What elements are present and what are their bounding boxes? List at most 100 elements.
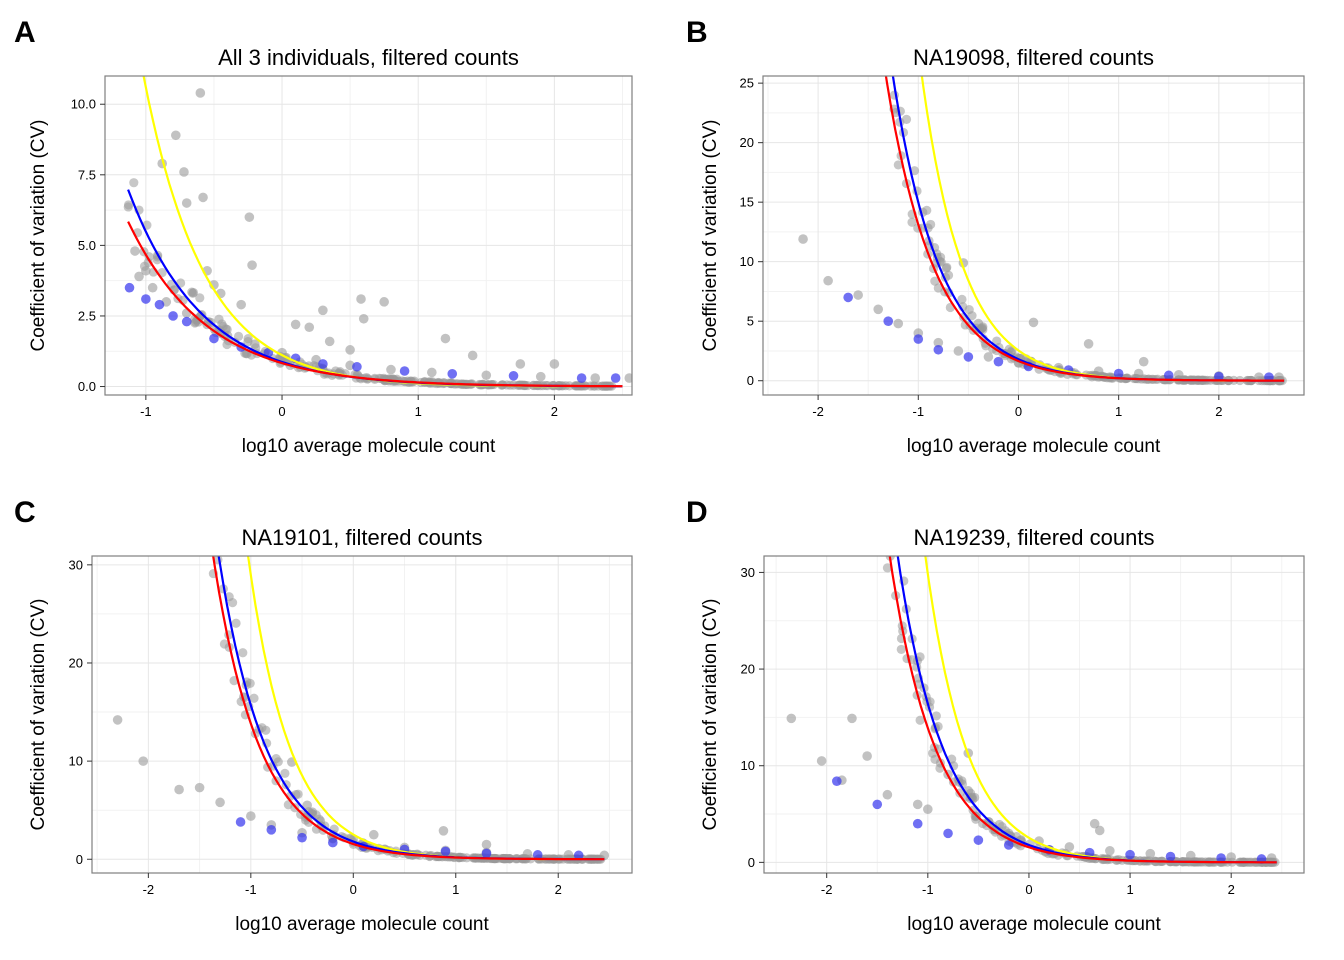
data-point (438, 825, 449, 836)
data-point (590, 373, 601, 383)
data-point (907, 217, 917, 227)
data-point-highlight (181, 316, 192, 327)
chart-panel-b: B NA19098, filtered counts -2 -1 0 1 2 0 5 10 15 20… (672, 0, 1344, 480)
data-point-highlight (266, 825, 277, 835)
data-layer (123, 76, 632, 391)
y-tick-label: 25 (740, 76, 754, 91)
chart-panel-c: C NA19101, filtered counts -2 -1 0 1 2 0 10 20 30 l… (0, 480, 672, 960)
y-tick-label: 0 (748, 855, 755, 870)
data-point (358, 313, 369, 324)
data-point (247, 260, 257, 270)
data-point (896, 644, 906, 655)
data-point (210, 480, 219, 484)
data-point (197, 499, 206, 508)
data-point (535, 371, 546, 382)
x-tick-label: 0 (278, 404, 285, 419)
y-tick-label: 20 (740, 135, 754, 150)
y-tick-label: 30 (741, 565, 755, 580)
data-point (882, 563, 893, 573)
data-point (368, 829, 379, 840)
data-point (467, 350, 478, 361)
x-axis-label: log10 average molecule count (907, 436, 1161, 457)
y-tick-label: 7.5 (78, 167, 96, 182)
data-point (345, 345, 355, 355)
x-tick-label: -1 (913, 404, 925, 419)
data-point (893, 160, 903, 170)
y-axis-label: Coefficient of variation (CV) (28, 599, 49, 831)
data-point-highlight (573, 850, 584, 861)
data-point (885, 60, 894, 69)
data-point (198, 192, 208, 203)
data-point (204, 529, 213, 538)
data-point (1094, 825, 1105, 836)
data-point (290, 319, 301, 330)
data-point (174, 784, 184, 795)
plot-area (763, 76, 1304, 395)
data-point (1133, 368, 1144, 379)
data-point-highlight (1113, 368, 1124, 379)
plot-border (763, 555, 1305, 874)
data-point (1083, 339, 1094, 349)
data-point (141, 265, 151, 276)
data-point (888, 521, 897, 530)
grid (92, 556, 632, 873)
data-point-highlight (154, 299, 165, 310)
data-point (214, 314, 224, 324)
chart-panel-a: A All 3 individuals, filtered counts -1 0 1 2… (0, 0, 672, 480)
data-point (1105, 845, 1115, 856)
data-point-highlight (508, 371, 519, 381)
y-tick-label: 15 (740, 195, 754, 210)
data-point (195, 293, 205, 303)
data-point (877, 58, 886, 67)
data-point (1064, 842, 1075, 852)
data-point (874, 12, 883, 21)
x-tick-label: 2 (1215, 404, 1222, 419)
y-tick-label: 0.0 (78, 379, 96, 394)
data-point-highlight (352, 361, 362, 372)
x-axis-label: log10 average molecule count (242, 436, 496, 457)
data-point-highlight (1084, 847, 1095, 858)
data-point (915, 652, 925, 662)
data-point (261, 725, 271, 735)
data-point (878, 485, 887, 494)
fit-curve (888, 556, 1277, 864)
data-point (181, 308, 192, 318)
data-point (1007, 346, 1017, 356)
plot-border (91, 555, 633, 874)
grid (763, 76, 1304, 395)
data-point-highlight (973, 835, 984, 845)
data-point-highlight (912, 818, 923, 829)
fit-curve (212, 556, 605, 861)
plot-area (92, 556, 632, 873)
data-point-highlight (440, 846, 451, 857)
data-layer (786, 485, 1280, 867)
data-point-highlight (843, 292, 853, 303)
data-point (379, 297, 389, 307)
data-point (236, 299, 246, 310)
data-point (957, 294, 967, 304)
data-point (882, 789, 893, 800)
data-point-highlight (481, 848, 492, 859)
data-point (912, 799, 923, 810)
data-point (304, 322, 315, 333)
y-tick-label: 30 (69, 557, 83, 572)
plot-border (762, 75, 1305, 396)
y-tick-label: 20 (741, 662, 755, 677)
data-point (522, 849, 533, 859)
data-point-highlight (447, 369, 458, 379)
data-point (249, 693, 259, 703)
plot-border (104, 75, 633, 396)
chart-panel-d: D NA19239, filtered counts -2 -1 0 1 2 0 10 20 30 l… (672, 480, 1344, 960)
x-tick-label: 2 (555, 882, 562, 897)
data-point (147, 282, 158, 293)
data-point (222, 339, 232, 350)
data-point-highlight (235, 817, 246, 827)
chart-title: All 3 individuals, filtered counts (218, 45, 519, 70)
data-point (481, 839, 492, 850)
x-tick-label: 2 (1228, 882, 1235, 897)
chart-title: NA19101, filtered counts (242, 525, 483, 550)
plot-area (105, 76, 632, 395)
data-point (271, 754, 281, 764)
